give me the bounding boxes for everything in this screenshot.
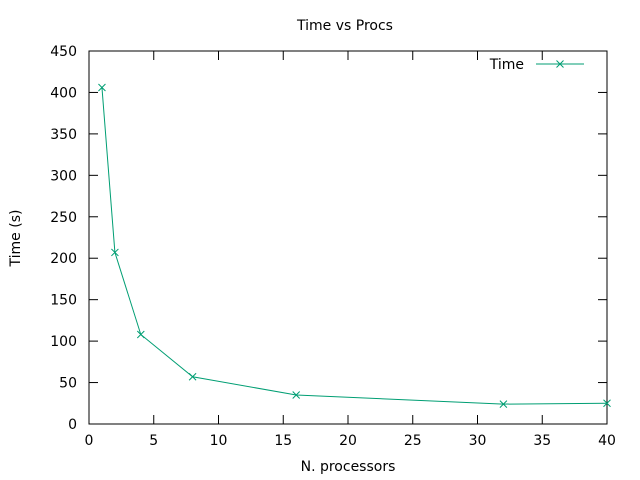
chart-title: Time vs Procs	[296, 18, 393, 34]
legend: Time	[489, 57, 584, 73]
data-point-marker	[603, 399, 611, 408]
y-tick-label: 450	[50, 44, 77, 60]
axis-ticks	[88, 50, 608, 425]
axis-tick-labels: 0 5 10 15 20 25 30 35 40050100150200250300350400…	[50, 44, 616, 449]
data-point-marker	[98, 83, 106, 92]
data-point-marker	[136, 330, 145, 339]
y-tick-label: 400	[50, 85, 77, 101]
y-tick-label: 0	[68, 417, 77, 433]
y-tick-label: 50	[59, 376, 77, 392]
x-tick-label: 40	[598, 433, 616, 449]
y-tick-label: 100	[50, 334, 77, 350]
data-point-marker	[111, 248, 119, 257]
y-axis-title: Time (s)	[8, 210, 24, 268]
series-layer	[98, 83, 611, 408]
plot-area-frame	[88, 50, 608, 425]
x-tick-label: 35	[533, 433, 551, 449]
x-tick-label: 15	[274, 433, 292, 449]
x-axis-title: N. processors	[301, 459, 396, 475]
data-point-marker	[499, 400, 508, 408]
x-tick-label: 10	[210, 433, 228, 449]
x-tick-label: 0	[85, 433, 94, 449]
y-tick-label: 250	[50, 210, 77, 226]
y-tick-label: 150	[50, 293, 77, 309]
x-tick-label: 25	[404, 433, 422, 449]
data-point-marker	[188, 372, 197, 381]
data-point-marker	[292, 391, 301, 399]
y-tick-label: 200	[50, 251, 77, 267]
legend-marker-time	[556, 60, 564, 68]
y-tick-label: 350	[50, 127, 77, 143]
x-tick-label: 20	[339, 433, 357, 449]
y-tick-label: 300	[50, 168, 77, 184]
x-tick-label: 30	[469, 433, 487, 449]
x-tick-label: 5	[149, 433, 158, 449]
series-line-time	[101, 87, 608, 405]
legend-label-time: Time	[489, 57, 524, 73]
